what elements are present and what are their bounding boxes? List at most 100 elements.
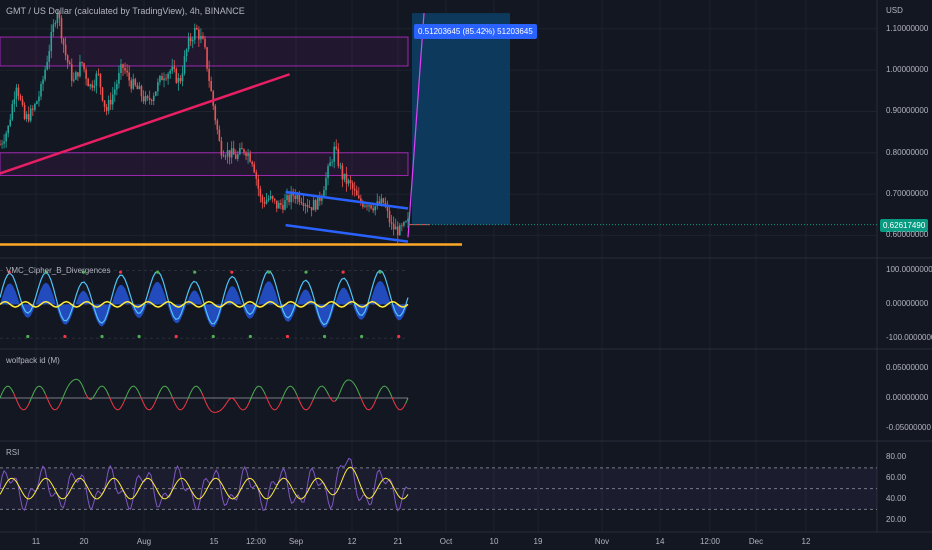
candle[interactable]	[325, 178, 327, 191]
candle[interactable]	[29, 108, 32, 121]
candle[interactable]	[73, 79, 75, 81]
candle[interactable]	[183, 56, 186, 74]
candle[interactable]	[105, 106, 108, 111]
candle[interactable]	[267, 198, 270, 201]
candle[interactable]	[388, 210, 391, 223]
candle[interactable]	[126, 70, 128, 73]
candle[interactable]	[269, 196, 272, 199]
candle[interactable]	[312, 200, 315, 211]
candle[interactable]	[54, 22, 57, 25]
candle[interactable]	[243, 149, 245, 153]
candle[interactable]	[62, 38, 65, 45]
candle[interactable]	[304, 204, 307, 206]
candle[interactable]	[85, 69, 87, 79]
candle[interactable]	[282, 204, 284, 210]
candle[interactable]	[263, 202, 266, 204]
candle[interactable]	[245, 152, 247, 156]
candle[interactable]	[124, 67, 126, 71]
candle[interactable]	[316, 196, 319, 210]
candle[interactable]	[386, 206, 389, 211]
candle[interactable]	[370, 205, 372, 209]
candle[interactable]	[255, 172, 258, 179]
candle[interactable]	[345, 173, 348, 184]
descending-channel-line[interactable]	[285, 223, 409, 243]
candle[interactable]	[398, 225, 401, 236]
candle[interactable]	[23, 104, 26, 119]
candle[interactable]	[7, 125, 10, 134]
candle[interactable]	[42, 79, 44, 85]
candle[interactable]	[36, 101, 38, 104]
candle[interactable]	[339, 165, 342, 167]
resistance-zone[interactable]	[0, 152, 409, 176]
candle[interactable]	[70, 64, 73, 81]
candle[interactable]	[372, 208, 374, 211]
candle[interactable]	[155, 91, 157, 96]
candle[interactable]	[239, 148, 241, 155]
candle[interactable]	[259, 188, 262, 197]
candle[interactable]	[403, 221, 405, 226]
long-position-target-box[interactable]	[412, 13, 510, 225]
candle[interactable]	[220, 140, 223, 156]
candle[interactable]	[83, 63, 85, 70]
candle[interactable]	[142, 96, 145, 102]
candle[interactable]	[177, 77, 180, 83]
candle[interactable]	[331, 161, 333, 163]
candle[interactable]	[91, 84, 94, 88]
candle[interactable]	[382, 198, 385, 203]
wolfpack-pane-title[interactable]: wolfpack id (M)	[6, 356, 60, 365]
candle[interactable]	[288, 195, 290, 203]
candle[interactable]	[79, 61, 81, 77]
candle[interactable]	[273, 198, 276, 201]
candle[interactable]	[114, 89, 116, 95]
candle[interactable]	[310, 207, 313, 211]
candle[interactable]	[193, 27, 196, 40]
candle[interactable]	[390, 222, 393, 224]
candle[interactable]	[34, 103, 36, 110]
candle[interactable]	[290, 191, 292, 203]
candle[interactable]	[308, 207, 311, 208]
candle[interactable]	[407, 218, 409, 222]
candle[interactable]	[253, 164, 256, 173]
candle[interactable]	[368, 205, 370, 207]
candle[interactable]	[394, 226, 397, 230]
candle[interactable]	[93, 85, 96, 88]
candle[interactable]	[343, 173, 346, 180]
candle[interactable]	[48, 51, 51, 62]
candle[interactable]	[275, 200, 278, 209]
candle[interactable]	[351, 183, 354, 189]
candle[interactable]	[224, 156, 227, 158]
candle[interactable]	[347, 180, 350, 184]
candle[interactable]	[230, 148, 233, 158]
candle[interactable]	[52, 24, 55, 33]
candle[interactable]	[355, 190, 358, 196]
candle[interactable]	[232, 148, 235, 155]
candle[interactable]	[241, 148, 243, 150]
candle[interactable]	[341, 165, 344, 180]
candle[interactable]	[17, 87, 20, 97]
candle[interactable]	[97, 73, 100, 75]
candle[interactable]	[198, 29, 200, 40]
candle[interactable]	[120, 64, 122, 74]
candle[interactable]	[128, 72, 130, 81]
candle[interactable]	[171, 66, 174, 71]
rsi-pane-title[interactable]: RSI	[6, 448, 20, 457]
candle[interactable]	[204, 38, 206, 48]
candle[interactable]	[185, 49, 188, 57]
candle[interactable]	[364, 205, 366, 207]
candle[interactable]	[284, 200, 286, 210]
candle[interactable]	[298, 194, 301, 202]
candle[interactable]	[138, 86, 141, 90]
candle[interactable]	[280, 202, 282, 205]
candle[interactable]	[27, 114, 30, 121]
candle[interactable]	[314, 200, 317, 210]
cipher-pane-title[interactable]: VMC_Cipher_B_Divergences	[6, 266, 111, 275]
candle[interactable]	[15, 87, 18, 100]
candle[interactable]	[329, 162, 331, 167]
candle[interactable]	[405, 221, 407, 223]
candle[interactable]	[294, 195, 297, 199]
candle[interactable]	[335, 146, 338, 149]
candle[interactable]	[107, 99, 110, 111]
candle[interactable]	[116, 83, 118, 90]
candle[interactable]	[146, 96, 149, 98]
candle[interactable]	[32, 108, 34, 110]
